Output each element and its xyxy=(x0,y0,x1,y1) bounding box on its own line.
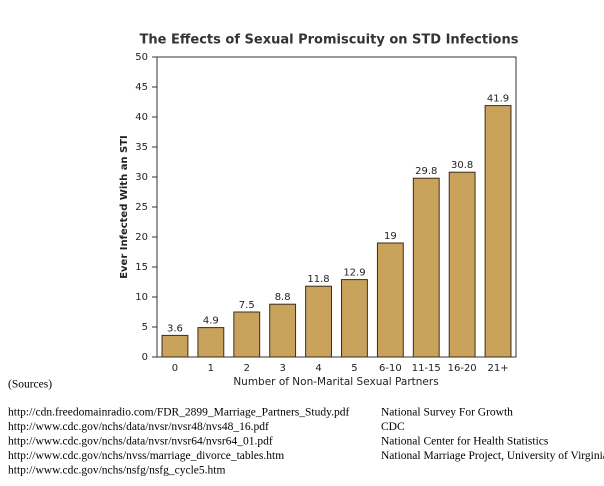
x-tick-label: 4 xyxy=(315,363,321,374)
bar xyxy=(341,279,368,358)
x-tick-label: 2 xyxy=(244,363,250,374)
data-label: 8.8 xyxy=(275,292,291,303)
y-tick-label: 50 xyxy=(135,52,148,63)
y-tick-label: 40 xyxy=(135,112,148,123)
source-organization: National Marriage Project, University of… xyxy=(381,450,604,462)
source-organization: National Center for Health Statistics xyxy=(381,436,549,448)
source-url: http://www.cdc.gov/nchs/data/nvsr/nvsr48… xyxy=(8,421,269,433)
x-tick-label: 5 xyxy=(351,363,357,374)
bar xyxy=(412,177,440,358)
chart-title: The Effects of Sexual Promiscuity on STD… xyxy=(140,33,519,48)
y-tick-label: 25 xyxy=(135,202,148,213)
source-url: http://www.cdc.gov/nchs/nsfg/nsfg_cycle5… xyxy=(8,465,225,477)
y-tick-label: 15 xyxy=(135,262,148,273)
data-label: 12.9 xyxy=(343,268,365,279)
bar xyxy=(161,334,189,358)
source-url: http://www.cdc.gov/nchs/data/nvsr/nvsr64… xyxy=(8,436,273,448)
source-organization: CDC xyxy=(381,421,405,433)
y-tick-label: 10 xyxy=(135,292,148,303)
x-tick-label: 0 xyxy=(172,363,178,374)
data-label: 41.9 xyxy=(487,94,509,105)
sources-heading: (Sources) xyxy=(8,379,52,391)
y-axis-label: Ever Infected With an STI xyxy=(119,135,130,279)
y-tick-label: 45 xyxy=(135,82,148,93)
x-tick-label: 3 xyxy=(279,363,285,374)
source-url: http://cdn.freedomainradio.com/FDR_2899_… xyxy=(8,407,349,419)
source-url: http://www.cdc.gov/nchs/nvss/marriage_di… xyxy=(8,450,284,462)
bar xyxy=(305,285,332,358)
x-tick-label: 11-15 xyxy=(412,363,441,374)
bar xyxy=(484,105,512,358)
x-axis-label: Number of Non-Marital Sexual Partners xyxy=(233,376,438,388)
data-label: 3.6 xyxy=(167,323,183,334)
data-label: 11.8 xyxy=(307,274,329,285)
source-organization: National Survey For Growth xyxy=(381,407,513,419)
bar xyxy=(269,303,297,358)
bar xyxy=(448,171,476,358)
bar xyxy=(376,242,404,358)
y-tick-label: 0 xyxy=(142,352,148,363)
x-tick-label: 21+ xyxy=(487,363,508,374)
data-label: 30.8 xyxy=(451,160,473,171)
y-tick-label: 5 xyxy=(142,322,148,333)
x-tick-label: 6-10 xyxy=(379,363,402,374)
x-tick-label: 16-20 xyxy=(448,363,477,374)
data-label: 7.5 xyxy=(239,300,255,311)
y-tick-label: 20 xyxy=(135,232,148,243)
bar xyxy=(197,327,225,358)
data-label: 29.8 xyxy=(415,166,437,177)
data-label: 19 xyxy=(384,231,397,242)
y-tick-label: 30 xyxy=(135,172,148,183)
bar xyxy=(233,311,261,358)
data-label: 4.9 xyxy=(203,316,219,327)
y-tick-label: 35 xyxy=(135,142,148,153)
x-tick-label: 1 xyxy=(208,363,214,374)
